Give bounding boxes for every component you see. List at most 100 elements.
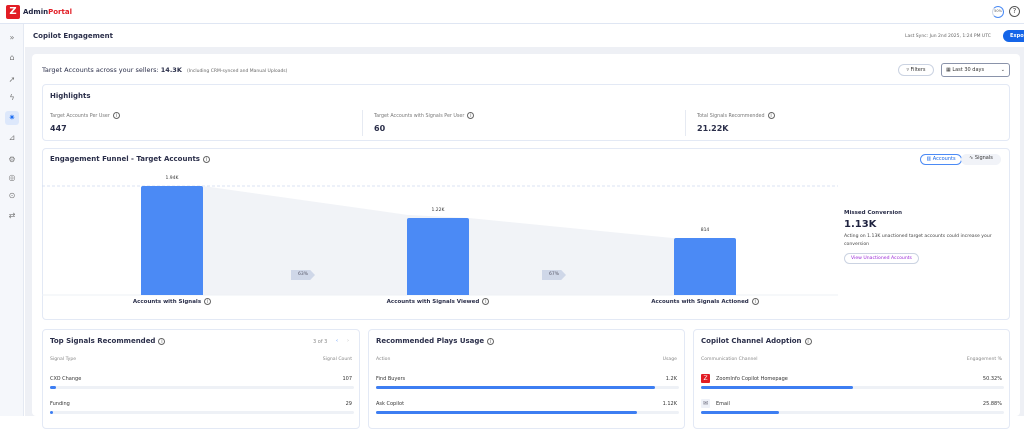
progress-track: [50, 411, 354, 414]
category-label-text: Accounts with Signals Actioned: [651, 299, 749, 305]
divider: [362, 110, 363, 136]
shield-icon[interactable]: ⊙: [8, 191, 16, 200]
wave-icon: ∿: [969, 155, 975, 161]
highlight-label: Total Signals Recommended i: [697, 112, 775, 119]
funnel-bar: [141, 186, 203, 295]
funnel-bar: [407, 218, 469, 295]
column-header: Usage: [662, 357, 677, 362]
rocket-icon[interactable]: ➚: [8, 75, 16, 84]
info-icon[interactable]: i: [804, 337, 812, 345]
highlight-label-text: Total Signals Recommended: [697, 114, 765, 119]
toggle-accounts[interactable]: ▥ Accounts: [920, 154, 962, 165]
target-accounts-summary: Target Accounts across your sellers: 14.…: [42, 66, 287, 74]
progress-track: [376, 411, 679, 414]
date-range-value: Last 30 days: [952, 67, 985, 73]
filters-button[interactable]: ▿ Filters: [898, 64, 934, 76]
funnel-area: [203, 186, 736, 295]
home-icon[interactable]: ⌂: [9, 53, 15, 62]
chevron-down-icon: ⌄: [1000, 67, 1005, 73]
filters-label: Filters: [910, 67, 926, 73]
progress-track: [701, 386, 1004, 389]
row-label: CXO Change: [50, 376, 82, 382]
last-sync: Last Sync: Jun 2nd 2025, 1:24 PM UTC: [905, 34, 991, 39]
row-value: 107: [342, 376, 352, 382]
highlight-label: Target Accounts Per User i: [50, 112, 120, 119]
expand-icon[interactable]: »: [9, 33, 15, 42]
row-label: Find Buyers: [376, 376, 406, 382]
toggle-signals-label: Signals: [974, 155, 993, 161]
divider: [685, 110, 686, 136]
highlight-label-text: Target Accounts Per User: [50, 114, 110, 119]
funnel-title: Engagement Funnel - Target Accounts i: [50, 155, 210, 163]
highlight-label-text: Target Accounts with Signals Per User: [374, 114, 465, 119]
missed-desc: Acting on 1.13K unactioned target accoun…: [844, 234, 992, 247]
progress-fill: [701, 386, 854, 389]
highlight-value: 60: [374, 124, 386, 133]
brand-name: AdminPortal: [23, 8, 72, 16]
info-icon[interactable]: i: [767, 112, 775, 119]
prev-page-icon[interactable]: ‹: [336, 338, 338, 344]
column-header: Action: [376, 357, 391, 362]
missed-value: 1.13K: [844, 219, 877, 230]
info-icon[interactable]: i: [158, 337, 166, 345]
row-value: 1.2K: [665, 376, 677, 382]
highlights-title: Highlights: [50, 92, 91, 100]
summary-note: (Including CRM-synced and Manual Uploads…: [186, 69, 288, 74]
row-label: Ask Copilot: [376, 401, 405, 407]
next-page-icon[interactable]: ›: [347, 338, 349, 344]
info-icon[interactable]: i: [487, 337, 495, 345]
view-unactioned-accounts-button[interactable]: View Unactioned Accounts: [844, 253, 919, 264]
chart-icon[interactable]: ⊿: [8, 133, 16, 142]
email-icon: ✉: [701, 399, 710, 408]
category-label-text: Accounts with Signals Viewed: [386, 299, 480, 305]
highlight-value: 21.22K: [697, 124, 729, 133]
gear-icon[interactable]: ⚙: [8, 155, 16, 164]
export-button[interactable]: Export: [1003, 30, 1024, 42]
card-title: Top Signals Recommended i: [50, 337, 166, 345]
missed-title: Missed Conversion: [844, 210, 903, 216]
row-label: ZoomInfo Copilot Homepage: [716, 376, 788, 382]
help-icon[interactable]: ?: [1009, 6, 1020, 17]
info-icon[interactable]: i: [467, 112, 475, 119]
sidebar: » ⌂ ➚ ϟ ✷ ⊿ ⚙ ◎ ⊙ ⇄: [0, 24, 24, 416]
date-range-select[interactable]: ▦ Last 30 days ⌄: [941, 63, 1010, 77]
top-signals-card: Top Signals Recommended i 3 of 3 ‹ › Signal T…: [42, 329, 360, 429]
bar-value-label: 1.22K: [431, 208, 445, 214]
lightning-icon[interactable]: ϟ: [9, 93, 15, 102]
toggle-signals[interactable]: ∿ Signals: [961, 154, 1001, 165]
transfer-icon[interactable]: ⇄: [8, 211, 16, 220]
summary-value: 14.3K: [160, 66, 182, 74]
row-label: Email: [716, 401, 730, 407]
progress-indicator[interactable]: 50%: [992, 6, 1004, 18]
progress-track: [701, 411, 1004, 414]
bar-value-label: 814: [700, 228, 710, 234]
row-label: Funding: [50, 401, 70, 407]
logo[interactable]: Z: [6, 5, 20, 19]
info-icon[interactable]: i: [482, 298, 490, 305]
row-value: 25.88%: [982, 401, 1002, 407]
card-title-text: Copilot Channel Adoption: [701, 337, 802, 345]
column-header: Signal Count: [322, 357, 352, 362]
funnel-bar: [674, 238, 736, 295]
info-icon[interactable]: i: [204, 298, 212, 305]
row-value: 1.12K: [662, 401, 677, 407]
progress-track: [376, 386, 679, 389]
copilot-icon[interactable]: ✷: [5, 111, 19, 125]
info-icon[interactable]: i: [202, 155, 210, 163]
info-icon[interactable]: i: [112, 112, 120, 119]
zoominfo-icon: Z: [701, 374, 710, 383]
top-bar: Z AdminPortal 50% ?: [0, 0, 1024, 24]
calendar-icon: ▦: [946, 67, 953, 73]
page-title: Copilot Engagement: [33, 32, 113, 40]
conversion-rate-badge: 63%: [291, 270, 315, 280]
card-title-text: Recommended Plays Usage: [376, 337, 485, 345]
category-label-text: Accounts with Signals: [132, 299, 202, 305]
progress-fill: [701, 411, 780, 414]
info-icon[interactable]: i: [751, 298, 759, 305]
bar-value-label: 1.94K: [165, 176, 179, 181]
user-icon[interactable]: ◎: [8, 173, 16, 182]
funnel-title-text: Engagement Funnel - Target Accounts: [50, 155, 200, 163]
row-value: 29: [345, 401, 352, 407]
conversion-rate-badge: 67%: [542, 270, 566, 280]
category-label: Accounts with Signals Actioned i: [605, 298, 805, 305]
